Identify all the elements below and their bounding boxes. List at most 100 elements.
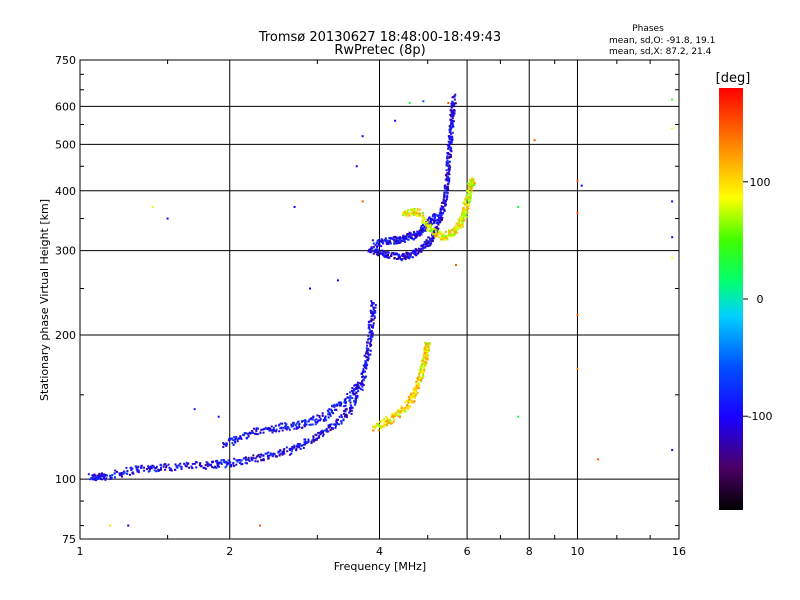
data-point (465, 194, 468, 197)
data-point (119, 472, 122, 475)
data-point (293, 427, 296, 430)
data-point (337, 423, 340, 426)
data-point (452, 125, 455, 128)
data-point (434, 235, 437, 238)
data-point (448, 179, 451, 182)
data-point (374, 311, 377, 314)
stats-line-o: mean, sd,O: -91.8, 19.1 (609, 36, 715, 46)
data-point (334, 423, 337, 426)
data-point (426, 347, 429, 350)
data-point (445, 186, 448, 189)
data-points (87, 93, 674, 527)
data-point (420, 250, 423, 253)
data-point (411, 209, 414, 212)
data-point (425, 352, 428, 355)
data-point (350, 412, 353, 415)
data-point (344, 402, 347, 405)
data-point (236, 460, 239, 463)
data-point (135, 466, 138, 469)
data-point (364, 364, 367, 367)
data-point (444, 184, 447, 187)
data-point (435, 222, 438, 225)
data-point (395, 240, 398, 243)
data-point (397, 414, 400, 417)
data-point (671, 127, 674, 130)
data-point (121, 471, 124, 474)
x-tick-label: 16 (672, 545, 686, 558)
data-point (377, 249, 380, 252)
data-point (404, 410, 407, 413)
data-point (351, 387, 354, 390)
data-point (454, 102, 457, 105)
data-point (431, 219, 434, 222)
data-point (308, 423, 311, 426)
data-point (246, 432, 249, 435)
data-point (463, 218, 466, 221)
data-point (386, 419, 389, 422)
data-point (413, 397, 416, 400)
data-point (468, 196, 471, 199)
data-point (354, 384, 357, 387)
data-point (157, 468, 160, 471)
data-point (423, 352, 426, 355)
data-point (443, 193, 446, 196)
data-point (448, 164, 451, 167)
data-point (159, 463, 162, 466)
data-point (423, 362, 426, 365)
data-point (446, 179, 449, 182)
data-point (327, 424, 330, 427)
data-point (449, 130, 452, 133)
data-point (324, 415, 327, 418)
data-point (457, 228, 460, 231)
x-tick-label: 1 (77, 545, 84, 558)
data-point (387, 253, 390, 256)
data-point (388, 422, 391, 425)
data-point (418, 374, 421, 377)
data-point (155, 470, 158, 473)
data-point (413, 251, 416, 254)
data-point (272, 426, 275, 429)
data-point (262, 458, 265, 461)
data-point (446, 144, 449, 147)
data-point (255, 455, 258, 458)
data-point (451, 100, 454, 103)
data-point (349, 398, 352, 401)
data-point (389, 237, 392, 240)
data-point (320, 430, 323, 433)
data-point (442, 198, 445, 201)
data-point (453, 102, 456, 105)
data-point (92, 476, 95, 479)
data-point (453, 105, 456, 108)
data-point (266, 455, 269, 458)
data-point (362, 383, 365, 386)
data-point (431, 240, 434, 243)
data-point (358, 382, 361, 385)
data-point (271, 431, 274, 434)
data-point (466, 192, 469, 195)
data-point (460, 214, 463, 217)
data-point (450, 235, 453, 238)
data-point (215, 466, 218, 469)
data-point (132, 472, 135, 475)
data-point (228, 437, 231, 440)
data-point (434, 219, 437, 222)
data-point (383, 254, 386, 257)
data-point (343, 410, 346, 413)
data-point (470, 189, 473, 192)
data-point (232, 464, 235, 467)
data-point (671, 449, 674, 452)
data-point (465, 212, 468, 215)
data-point (312, 440, 315, 443)
data-point (316, 414, 319, 417)
data-point (415, 248, 418, 251)
data-point (425, 239, 428, 242)
data-point (459, 216, 462, 219)
data-point (305, 423, 308, 426)
data-point (209, 463, 212, 466)
data-point (103, 476, 106, 479)
data-point (424, 341, 427, 344)
data-point (352, 393, 355, 396)
y-tick-label: 600 (55, 100, 76, 113)
data-point (170, 469, 173, 472)
data-point (450, 118, 453, 121)
